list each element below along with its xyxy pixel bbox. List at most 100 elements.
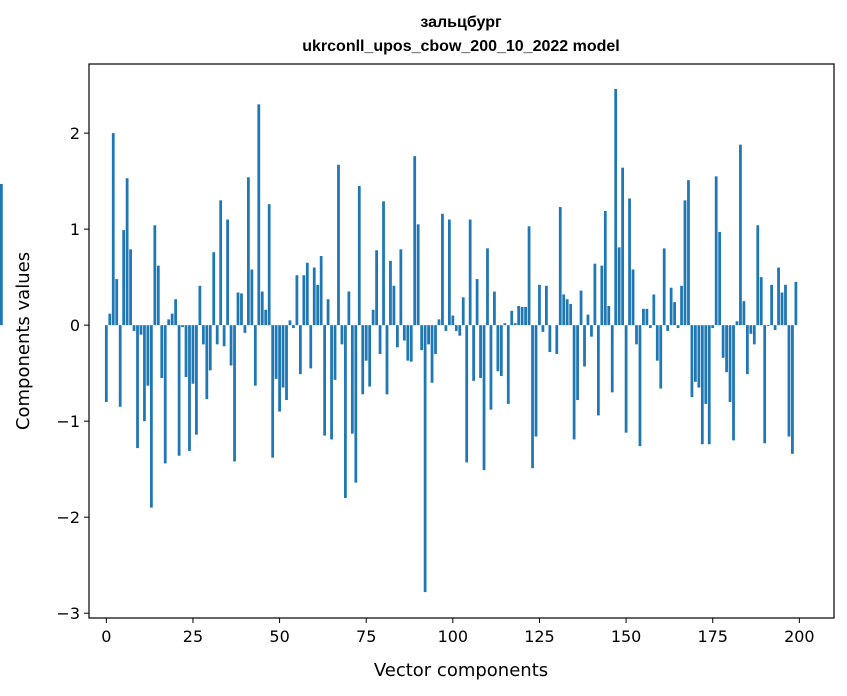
x-tick-label: 150 [611, 627, 642, 646]
bar [756, 225, 760, 326]
bar [735, 321, 739, 326]
bar [250, 269, 254, 326]
bar [534, 325, 538, 437]
bar [222, 325, 226, 347]
bar [454, 325, 458, 331]
bar [371, 309, 375, 326]
bar [711, 325, 715, 329]
bar [125, 178, 129, 326]
bar [704, 325, 708, 404]
bar [652, 294, 656, 326]
bar [260, 291, 264, 326]
bar [489, 325, 493, 410]
bar [115, 279, 119, 326]
bar [122, 230, 126, 326]
x-axis-ticks: 0 25 50 75 100 125 150 175 200 [101, 618, 815, 646]
bar [184, 325, 188, 378]
bar [655, 325, 659, 361]
bar [461, 297, 465, 326]
bar [538, 284, 541, 326]
bar [201, 325, 205, 345]
bar [132, 325, 136, 331]
bar [676, 325, 680, 329]
bar [669, 287, 673, 326]
bar [344, 325, 347, 498]
bar [700, 325, 704, 445]
bar [236, 292, 240, 326]
bar [118, 325, 122, 407]
bar [295, 275, 299, 326]
bar [319, 256, 323, 326]
x-tick-label: 0 [101, 627, 111, 646]
bar [628, 198, 631, 326]
x-tick-label: 75 [356, 627, 376, 646]
bar [378, 325, 382, 354]
bar [146, 325, 150, 386]
bar [361, 325, 365, 395]
bar [160, 325, 164, 378]
bar [247, 177, 250, 326]
bar [198, 285, 202, 326]
bar [548, 325, 552, 353]
bar [174, 299, 178, 326]
y-tick-label: −1 [56, 412, 80, 431]
bar [770, 284, 774, 326]
bar [572, 325, 576, 440]
y-tick-label: −3 [56, 604, 80, 623]
bar [527, 226, 531, 326]
bar [226, 219, 229, 326]
bar [430, 325, 434, 383]
bar [441, 213, 444, 326]
bar [396, 325, 399, 348]
bar [579, 290, 583, 326]
bar [153, 225, 157, 326]
bar [108, 313, 112, 326]
bar [382, 201, 385, 326]
y-axis-label: Components values [13, 252, 34, 430]
bar [590, 325, 593, 337]
bar [493, 291, 496, 326]
bar [149, 325, 153, 508]
bar [316, 284, 320, 326]
bar [780, 292, 784, 326]
bar [350, 325, 354, 434]
bar [104, 325, 108, 402]
bar [0, 184, 3, 326]
bar [714, 176, 718, 326]
bar [482, 325, 486, 471]
bar [229, 325, 233, 366]
bar [472, 325, 476, 381]
bar [707, 325, 711, 445]
bar [631, 269, 635, 326]
bar [219, 200, 223, 326]
bar [170, 313, 174, 326]
bar [326, 299, 330, 326]
bar [558, 207, 562, 326]
bar [520, 306, 524, 326]
bar [614, 88, 618, 326]
bar [499, 325, 503, 377]
bar [496, 325, 500, 372]
y-tick-label: −2 [56, 508, 80, 527]
bar [562, 294, 566, 326]
y-tick-label: 1 [70, 220, 80, 239]
bar [292, 325, 295, 329]
bar [555, 325, 559, 354]
bar [389, 260, 392, 326]
bar [624, 325, 628, 433]
bar [139, 325, 143, 335]
bar [486, 248, 489, 326]
y-tick-label: 0 [70, 316, 80, 335]
bar [354, 325, 358, 483]
bar [603, 210, 607, 326]
bar [302, 275, 306, 326]
x-tick-label: 25 [183, 627, 203, 646]
bar [607, 305, 611, 326]
bar [635, 325, 638, 345]
bar [510, 310, 514, 326]
bar [281, 325, 285, 388]
bar [163, 325, 167, 464]
bar [195, 325, 198, 435]
bar [215, 325, 219, 345]
bar [136, 325, 139, 449]
